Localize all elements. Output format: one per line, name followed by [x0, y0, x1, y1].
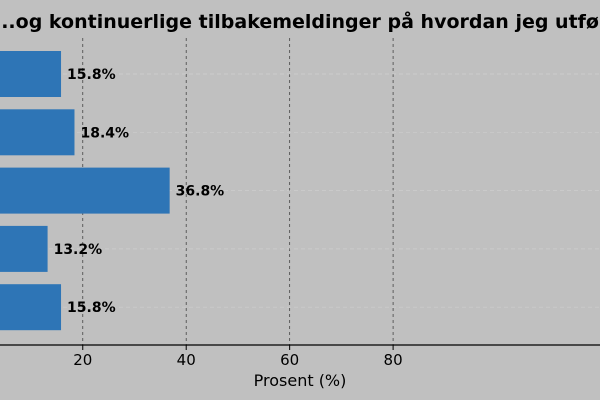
data-label-2: 18.4% — [80, 125, 129, 141]
data-label-3: 36.8% — [176, 184, 225, 200]
bar-2 — [0, 109, 75, 156]
x-axis-ticks: 20 40 60 80 — [73, 345, 403, 369]
bars — [0, 51, 170, 331]
x-tick-label-80: 80 — [384, 351, 403, 369]
data-labels: 15.8% 18.4% 36.8% 13.2% 15.8% — [54, 67, 225, 316]
chart-title: ...og kontinuerlige tilbakemeldinger på … — [0, 9, 600, 33]
bar-1 — [0, 51, 62, 97]
bar-5 — [0, 284, 62, 331]
bar-4 — [0, 225, 48, 272]
x-tick-label-60: 60 — [280, 351, 299, 369]
bar-3 — [0, 167, 170, 214]
x-axis-label: Prosent (%) — [254, 371, 347, 390]
data-label-4: 13.2% — [54, 242, 103, 258]
data-label-1: 15.8% — [67, 67, 116, 83]
x-tick-label-40: 40 — [177, 351, 196, 369]
data-label-5: 15.8% — [67, 300, 116, 316]
x-tick-label-20: 20 — [73, 351, 92, 369]
